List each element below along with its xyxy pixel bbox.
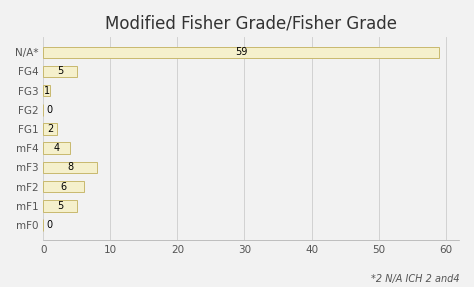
Text: 4: 4 <box>54 143 60 153</box>
Text: 59: 59 <box>235 47 247 57</box>
Bar <box>43 46 439 58</box>
Bar <box>43 181 83 192</box>
Bar <box>43 142 70 154</box>
Text: 1: 1 <box>44 86 50 96</box>
Text: 0: 0 <box>47 220 53 230</box>
Text: 0: 0 <box>47 105 53 115</box>
Bar <box>43 123 57 135</box>
Title: Modified Fisher Grade/Fisher Grade: Modified Fisher Grade/Fisher Grade <box>105 15 397 33</box>
Text: *2 N/A ICH 2 and4: *2 N/A ICH 2 and4 <box>371 274 460 284</box>
Bar <box>43 85 50 96</box>
Text: 6: 6 <box>60 182 66 192</box>
Bar <box>43 162 97 173</box>
Text: 2: 2 <box>47 124 53 134</box>
Text: 5: 5 <box>57 201 63 211</box>
Text: 5: 5 <box>57 67 63 76</box>
Bar <box>43 200 77 212</box>
Text: 8: 8 <box>67 162 73 172</box>
Bar <box>43 66 77 77</box>
